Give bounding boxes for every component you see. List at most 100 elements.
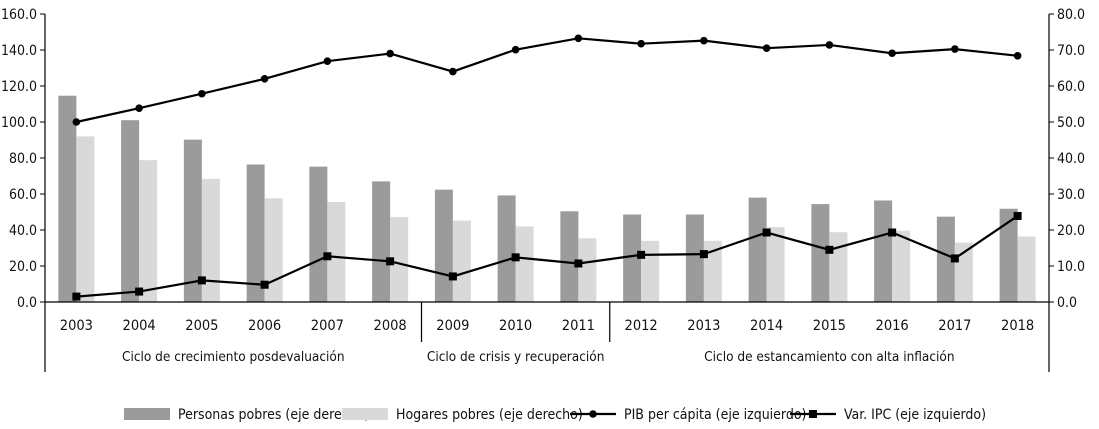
var-ipc-point [197, 276, 206, 285]
x-axis: 2003 2004 2005 2006 2007 2008 2009 2010 2011 2012… [44, 301, 1050, 372]
x-category-label: 2014 [750, 318, 783, 334]
legend-swatch [124, 408, 170, 420]
x-category-label: 2005 [185, 318, 218, 334]
bar-hogares-pobres [829, 232, 848, 302]
bar-personas-pobres [309, 166, 328, 302]
bar-personas-pobres [497, 195, 516, 302]
var-ipc-point [323, 252, 332, 261]
pib-per-capita-point [198, 89, 206, 98]
period-label: Ciclo de estancamiento con alta inflació… [704, 349, 954, 365]
legend-label: PIB per cápita (eje izquierdo) [624, 407, 806, 423]
right-axis-tick-label: 40.0 [1057, 151, 1085, 167]
legend-label: Personas pobres (eje derecho) [178, 407, 369, 423]
legend: Personas pobres (eje derecho) Hogares pob… [124, 407, 986, 423]
bar-hogares-pobres [892, 230, 911, 302]
bar-hogares-pobres [954, 242, 973, 302]
pib-per-capita-point [574, 34, 583, 43]
var-ipc-point [699, 250, 708, 259]
left-axis-tick-label: 80.0 [9, 151, 37, 167]
bar-hogares-pobres [201, 178, 220, 302]
right-axis-tick-label: 80.0 [1057, 7, 1085, 23]
right-axis-tick-label: 30.0 [1057, 187, 1085, 203]
var-ipc-point [825, 245, 834, 254]
right-axis-tick-label: 0.0 [1057, 295, 1077, 311]
var-ipc-point [72, 292, 81, 301]
pib-per-capita-point [323, 57, 332, 65]
left-axis-tick-label: 100.0 [1, 115, 37, 131]
bar-personas-pobres [623, 214, 642, 302]
var-ipc-point [1013, 211, 1022, 220]
var-ipc-point [574, 259, 583, 268]
var-ipc-point [511, 253, 520, 262]
var-ipc-point [762, 228, 771, 237]
pib-per-capita-point [762, 44, 771, 52]
pib-per-capita-point [700, 36, 708, 45]
bar-personas-pobres [685, 214, 704, 302]
left-axis-tick-label: 60.0 [9, 187, 37, 203]
pib-per-capita-point [637, 39, 645, 48]
left-axis-tick-label: 160.0 [1, 7, 37, 23]
pib-per-capita-line [76, 37, 1018, 124]
bar-hogares-pobres [641, 240, 660, 302]
x-category-label: 2006 [248, 318, 281, 334]
bar-hogares-pobres [76, 136, 95, 302]
right-axis-tick-label: 20.0 [1057, 223, 1085, 239]
left-axis-tick-label: 20.0 [9, 259, 37, 275]
bar-personas-pobres [121, 120, 140, 302]
x-category-label: 2011 [562, 318, 595, 334]
bar-personas-pobres [748, 197, 767, 302]
x-category-label: 2018 [1001, 318, 1034, 334]
x-category-label: 2007 [311, 318, 344, 334]
bar-hogares-pobres [578, 238, 597, 302]
bar-hogares-pobres [703, 240, 722, 302]
bar-personas-pobres [936, 216, 955, 302]
var-ipc-point [448, 272, 457, 281]
pib-per-capita-point [386, 49, 394, 58]
x-category-label: 2009 [436, 318, 469, 334]
x-category-label: 2013 [687, 318, 720, 334]
bar-hogares-pobres [390, 217, 409, 302]
left-axis-tick-label: 120.0 [1, 79, 37, 95]
period-label: Ciclo de crisis y recuperación [427, 349, 605, 365]
bar-personas-pobres [246, 164, 265, 302]
bar-series [58, 95, 1036, 302]
x-category-label: 2010 [499, 318, 532, 334]
bar-hogares-pobres [264, 198, 283, 302]
pib-per-capita-point [511, 45, 520, 54]
pib-per-capita-point [135, 104, 143, 112]
x-category-label: 2003 [60, 318, 93, 334]
var-ipc-line [76, 215, 1019, 298]
var-ipc-point [637, 250, 646, 259]
bar-personas-pobres [183, 139, 202, 302]
bar-personas-pobres [434, 189, 453, 302]
legend-marker [809, 410, 817, 418]
bar-personas-pobres [874, 200, 893, 302]
left-axis-tick-label: 0.0 [17, 295, 37, 311]
right-axis-tick-label: 10.0 [1057, 259, 1085, 275]
legend-label: Hogares pobres (eje derecho) [396, 407, 583, 423]
x-category-label: 2017 [938, 318, 971, 334]
bar-personas-pobres [560, 211, 579, 302]
bar-personas-pobres [372, 181, 391, 302]
var-ipc-point [260, 280, 269, 289]
var-ipc-point [950, 254, 959, 263]
bar-hogares-pobres [766, 227, 785, 302]
bar-hogares-pobres [1017, 236, 1036, 302]
pib-per-capita-point [825, 41, 834, 49]
legend-marker [589, 410, 597, 418]
bar-hogares-pobres [515, 226, 534, 302]
right-axis-tick-label: 70.0 [1057, 43, 1085, 59]
legend-label: Var. IPC (eje izquierdo) [844, 407, 986, 423]
left-axis-tick-label: 40.0 [9, 223, 37, 239]
var-ipc-point [888, 228, 897, 237]
x-category-label: 2008 [374, 318, 407, 334]
bar-personas-pobres [999, 208, 1018, 302]
right-axis-tick-label: 60.0 [1057, 79, 1085, 95]
bar-personas-pobres [811, 204, 830, 302]
var-ipc-point [135, 287, 144, 296]
bar-hogares-pobres [139, 160, 158, 302]
line-series [72, 34, 1022, 301]
pib-per-capita-point [72, 118, 81, 126]
var-ipc-point [386, 257, 395, 266]
